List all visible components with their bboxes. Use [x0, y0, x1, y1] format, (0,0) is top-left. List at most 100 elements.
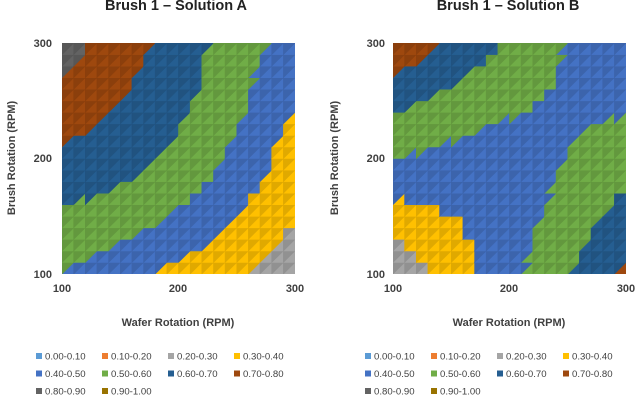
chart-a-y-axis-label: Brush Rotation (RPM) — [6, 101, 18, 216]
chart-b-xtick-300: 300 — [617, 283, 635, 295]
legend-label: 0.00-0.10 — [45, 352, 86, 363]
contour-cell — [178, 43, 191, 56]
legend-label: 0.80-0.90 — [374, 387, 415, 398]
contour-cell — [427, 43, 441, 56]
contour-cell — [189, 43, 203, 56]
contour-cell — [590, 43, 604, 56]
contour-cell — [509, 43, 522, 56]
chart-b-y-axis-label: Brush Rotation (RPM) — [329, 101, 341, 216]
legend-swatch — [168, 353, 174, 359]
contour-cell — [96, 43, 110, 56]
legend-swatch — [36, 370, 42, 377]
legend-label: 0.20-0.30 — [506, 352, 547, 363]
contour-cell — [485, 43, 499, 56]
legend-swatch — [365, 353, 371, 359]
legend-label: 0.70-0.80 — [572, 369, 613, 380]
contour-cell — [120, 43, 133, 56]
contour-cell — [404, 43, 417, 56]
legend-label: 0.60-0.70 — [506, 369, 547, 380]
legend-swatch — [563, 353, 569, 359]
legend-label: 0.30-0.40 — [243, 352, 284, 363]
chart-b-plot-area — [393, 43, 626, 274]
contour-cell — [108, 43, 121, 56]
legend-label: 0.90-1.00 — [440, 387, 481, 398]
contour-cell — [201, 43, 214, 56]
contour-cell — [579, 43, 592, 56]
contour-cell — [462, 43, 476, 56]
legend-label: 0.30-0.40 — [572, 352, 613, 363]
legend-label: 0.90-1.00 — [111, 387, 152, 398]
contour-cell — [236, 43, 249, 56]
chart-b-legend: 0.00-0.10 0.10-0.20 0.20-0.30 0.30-0.40 0.40… — [365, 352, 613, 398]
legend-swatch — [497, 370, 503, 377]
contour-cell — [544, 43, 557, 56]
legend-swatch — [36, 353, 42, 359]
legend-swatch — [365, 370, 371, 377]
legend-label: 0.40-0.50 — [45, 369, 86, 380]
contour-cell — [271, 43, 284, 56]
contour-cell — [520, 43, 534, 56]
legend-swatch — [102, 353, 108, 359]
chart-b-title: Brush 1 – Solution B — [437, 0, 580, 14]
legend-label: 0.10-0.20 — [111, 352, 152, 363]
chart-a-xtick-200: 200 — [169, 283, 187, 295]
contour-cell — [62, 43, 75, 56]
chart-a-ytick-200: 200 — [34, 153, 52, 165]
legend-label: 0.20-0.30 — [177, 352, 218, 363]
chart-a-title: Brush 1 – Solution A — [105, 0, 248, 14]
contour-cell — [532, 43, 545, 56]
contour-cell — [555, 43, 569, 56]
contour-cell — [73, 43, 86, 56]
contour-cell — [497, 43, 510, 56]
contour-cell — [166, 43, 179, 56]
legend-swatch — [563, 370, 569, 377]
legend-label: 0.80-0.90 — [45, 387, 86, 398]
legend-swatch — [102, 370, 108, 377]
chart-a-xtick-100: 100 — [53, 283, 71, 295]
chart-b-x-axis-label: Wafer Rotation (RPM) — [453, 317, 566, 329]
contour-cell — [474, 43, 487, 56]
legend-label: 0.60-0.70 — [177, 369, 218, 380]
contour-cell — [415, 43, 429, 56]
legend-swatch — [36, 388, 42, 394]
legend-swatch — [431, 353, 437, 359]
chart-b-xtick-100: 100 — [384, 283, 402, 295]
legend-swatch — [234, 370, 240, 377]
contour-cell — [85, 43, 98, 56]
contour-cell — [283, 43, 295, 56]
chart-a-x-axis-label: Wafer Rotation (RPM) — [122, 317, 235, 329]
legend-swatch — [497, 353, 503, 359]
contour-cell — [248, 43, 261, 56]
chart-a-ytick-100: 100 — [34, 269, 52, 281]
contour-cell — [259, 43, 273, 56]
contour-cell — [224, 43, 238, 56]
legend-swatch — [365, 388, 371, 394]
legend-swatch — [102, 388, 108, 394]
legend-label: 0.50-0.60 — [440, 369, 481, 380]
legend-label: 0.00-0.10 — [374, 352, 415, 363]
legend-label: 0.70-0.80 — [243, 369, 284, 380]
legend-label: 0.50-0.60 — [111, 369, 152, 380]
legend-swatch — [431, 388, 437, 394]
contour-cell — [143, 43, 156, 56]
legend-swatch — [168, 370, 174, 377]
legend-label: 0.10-0.20 — [440, 352, 481, 363]
contour-cell — [602, 43, 615, 56]
contour-cell — [393, 43, 406, 56]
chart-a-plot-area — [62, 43, 295, 274]
chart-a-xtick-300: 300 — [286, 283, 304, 295]
legend-swatch — [431, 370, 437, 377]
contour-cell — [154, 43, 168, 56]
contour-cell — [567, 43, 580, 56]
chart-b-xtick-200: 200 — [500, 283, 518, 295]
contour-cell — [614, 43, 626, 56]
contour-cell — [439, 43, 452, 56]
contour-cell — [213, 43, 226, 56]
chart-a-ytick-300: 300 — [34, 38, 52, 50]
contour-cell — [131, 43, 145, 56]
legend-swatch — [234, 353, 240, 359]
chart-b: Brush 1 – Solution B 300 200 100 100 200… — [329, 0, 635, 329]
chart-b-ytick-100: 100 — [367, 269, 385, 281]
chart-b-ytick-200: 200 — [367, 153, 385, 165]
